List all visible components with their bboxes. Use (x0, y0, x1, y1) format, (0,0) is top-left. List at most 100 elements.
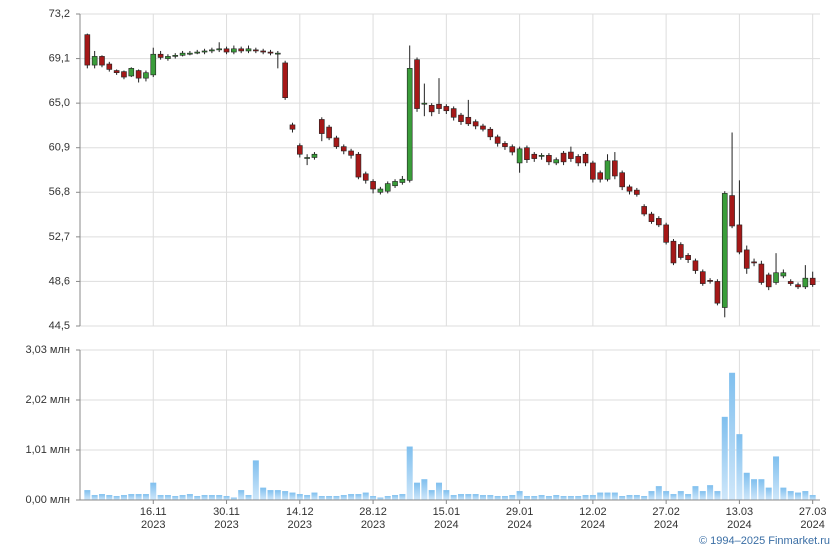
candle-body (91, 56, 98, 66)
volume-bar (670, 494, 677, 500)
volume-bar (736, 434, 743, 500)
volume-bar (164, 495, 171, 500)
volume-bar (113, 496, 120, 500)
x-tick-label: 12.02 2024 (579, 506, 607, 531)
candle-body (443, 106, 450, 112)
volume-bar (201, 495, 208, 500)
volume-bar (765, 487, 772, 500)
volume-bar (274, 490, 281, 500)
volume-bar (655, 486, 662, 500)
candle-body (494, 136, 501, 144)
candle-body (458, 114, 464, 122)
candle-body (641, 206, 647, 215)
volume-bar (633, 495, 640, 500)
x-tick-label-line: 13.03 (726, 506, 754, 518)
y-tick-label: 56,8 (49, 186, 70, 198)
volume-bar (355, 494, 362, 500)
candle-body (370, 181, 376, 190)
candle-body (670, 240, 677, 264)
volume-bar (450, 495, 457, 500)
candle-body (560, 152, 567, 163)
candle-body (106, 63, 113, 70)
volume-bar (721, 416, 728, 500)
x-tick-label: 27.02 2024 (652, 506, 680, 531)
candle-body (758, 263, 765, 283)
volume-bar (494, 496, 501, 500)
x-tick-label-line: 27.03 (799, 506, 827, 518)
volume-bar (773, 456, 780, 500)
x-tick-label-line: 2024 (727, 519, 751, 531)
x-tick-label-line: 27.02 (652, 506, 680, 518)
candle-body (406, 68, 413, 181)
y-tick-label: 1,01 млн (25, 444, 70, 456)
volume-bar (135, 494, 142, 500)
volume-bar (377, 497, 384, 500)
candle-body (531, 153, 538, 159)
volume-bar (348, 494, 355, 500)
candle-body (472, 121, 479, 127)
candle-body (780, 272, 787, 277)
candle-body (245, 48, 252, 52)
candle-body (113, 70, 120, 74)
candle-body (743, 249, 750, 269)
volume-bar (304, 495, 311, 500)
candle-body (318, 119, 325, 134)
candle-body (421, 102, 428, 105)
candle-body (450, 108, 457, 118)
candle-body (663, 224, 669, 243)
candle-body (597, 172, 603, 180)
volume-bar (663, 491, 670, 500)
candle-body (685, 255, 691, 260)
volume-bar (626, 495, 633, 500)
x-tick-label-line: 2024 (581, 519, 605, 531)
candle-body (553, 159, 560, 164)
volume-bar (611, 492, 618, 500)
x-tick-label-line: 29.01 (506, 506, 534, 518)
volume-bar (296, 494, 303, 500)
volume-bar (282, 491, 289, 500)
candle-body (362, 173, 369, 181)
candle-body (626, 186, 633, 192)
candle-body (729, 195, 735, 227)
candle-body (289, 124, 296, 130)
volume-bar (516, 491, 523, 500)
candle-body (714, 281, 721, 304)
candle-body (121, 71, 127, 78)
y-tick-label: 2,02 млн (25, 394, 70, 406)
volume-bar (172, 496, 179, 500)
candle-body (436, 103, 442, 109)
x-tick-label-line: 14.12 (286, 506, 314, 518)
candle-body (179, 52, 186, 56)
volume-bar (509, 495, 516, 500)
candle-body (509, 146, 516, 153)
volume-bar (267, 490, 274, 500)
candle-body (707, 280, 713, 282)
volume-bar (223, 496, 230, 500)
volume-bar (501, 496, 508, 500)
x-tick-label: 27.03 2024 (799, 506, 827, 531)
volume-bar (685, 494, 692, 500)
volume-bar (780, 487, 787, 500)
candle-body (209, 49, 215, 52)
candle-body (677, 244, 684, 258)
volume-bar (487, 495, 494, 500)
candle-body (787, 281, 794, 284)
candle-body (751, 261, 757, 264)
volume-bar (216, 495, 223, 500)
candle-body (377, 188, 384, 193)
volume-bar (465, 494, 472, 500)
volume-bar (619, 496, 626, 500)
candle-body (135, 70, 142, 79)
volume-bar (597, 492, 604, 500)
candle-body (487, 128, 494, 138)
candle-body (150, 53, 157, 76)
candle-body (802, 277, 809, 288)
candle-body (194, 51, 201, 54)
volume-bar (538, 495, 545, 500)
volume-bar (421, 479, 428, 500)
x-tick-label: 30.11 2023 (213, 506, 240, 531)
candle-body (231, 48, 237, 53)
candle-body (568, 151, 574, 159)
candle-body (223, 48, 230, 53)
